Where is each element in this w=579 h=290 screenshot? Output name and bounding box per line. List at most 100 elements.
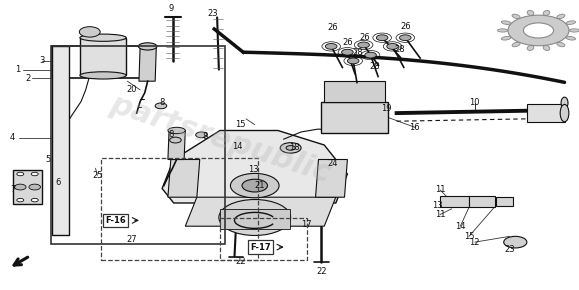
- Text: 20: 20: [127, 85, 137, 95]
- Text: 25: 25: [92, 171, 102, 180]
- Circle shape: [280, 143, 301, 153]
- Text: 17: 17: [302, 220, 312, 229]
- Polygon shape: [321, 102, 388, 133]
- Text: 8: 8: [168, 130, 174, 139]
- Circle shape: [31, 172, 38, 176]
- Text: F-16: F-16: [105, 216, 126, 225]
- Text: 22: 22: [316, 267, 327, 276]
- Ellipse shape: [501, 21, 511, 24]
- Polygon shape: [527, 104, 565, 122]
- Circle shape: [325, 44, 337, 49]
- Circle shape: [170, 137, 181, 143]
- Ellipse shape: [569, 29, 579, 32]
- Bar: [469, 196, 495, 207]
- Text: 21: 21: [254, 181, 265, 190]
- Circle shape: [504, 236, 527, 248]
- Ellipse shape: [561, 97, 568, 109]
- Text: 12: 12: [470, 238, 480, 247]
- Ellipse shape: [560, 104, 569, 122]
- Circle shape: [242, 179, 267, 192]
- Text: 15: 15: [235, 120, 245, 129]
- Text: 26: 26: [360, 33, 370, 42]
- Text: 15: 15: [464, 232, 474, 241]
- Circle shape: [79, 27, 100, 37]
- Text: 24: 24: [328, 159, 338, 168]
- Text: 7: 7: [10, 185, 16, 195]
- Bar: [51, 46, 225, 244]
- Polygon shape: [168, 160, 200, 197]
- Bar: [440, 196, 469, 207]
- Circle shape: [347, 58, 359, 64]
- Text: 18: 18: [289, 143, 299, 153]
- Text: 28: 28: [353, 48, 363, 57]
- Circle shape: [17, 198, 24, 202]
- Text: 9: 9: [168, 4, 174, 13]
- Text: 11: 11: [435, 210, 445, 219]
- Ellipse shape: [527, 10, 534, 15]
- Circle shape: [400, 35, 411, 41]
- Circle shape: [508, 15, 569, 46]
- Ellipse shape: [527, 46, 534, 50]
- Circle shape: [31, 198, 38, 202]
- Polygon shape: [185, 197, 336, 226]
- Ellipse shape: [557, 14, 565, 19]
- Ellipse shape: [543, 10, 550, 15]
- Text: 6: 6: [55, 178, 61, 187]
- Text: 11: 11: [435, 185, 445, 195]
- Polygon shape: [220, 209, 290, 229]
- Polygon shape: [139, 46, 156, 81]
- Ellipse shape: [566, 37, 576, 40]
- Ellipse shape: [501, 37, 511, 40]
- Polygon shape: [324, 81, 385, 101]
- Circle shape: [387, 44, 398, 49]
- Circle shape: [155, 103, 167, 109]
- Text: F-17: F-17: [250, 242, 271, 252]
- Text: 23: 23: [504, 245, 515, 254]
- Text: 27: 27: [127, 235, 137, 244]
- Text: 13: 13: [432, 201, 442, 211]
- Ellipse shape: [497, 29, 508, 32]
- Ellipse shape: [138, 43, 157, 50]
- Circle shape: [376, 35, 388, 41]
- Circle shape: [286, 146, 295, 150]
- Text: 3: 3: [39, 56, 45, 66]
- Ellipse shape: [512, 14, 520, 19]
- Polygon shape: [316, 160, 347, 197]
- Polygon shape: [80, 38, 126, 75]
- Bar: [496, 197, 513, 206]
- Ellipse shape: [512, 42, 520, 47]
- Ellipse shape: [557, 42, 565, 47]
- Circle shape: [14, 184, 26, 190]
- Text: 13: 13: [248, 165, 259, 174]
- Text: 28: 28: [370, 62, 380, 71]
- Ellipse shape: [168, 127, 185, 134]
- Circle shape: [230, 173, 279, 198]
- Text: 26: 26: [328, 23, 338, 32]
- Text: 26: 26: [342, 37, 353, 47]
- Polygon shape: [52, 46, 69, 235]
- Text: 4: 4: [10, 133, 16, 142]
- Text: 19: 19: [382, 104, 392, 113]
- Polygon shape: [13, 170, 42, 204]
- Polygon shape: [162, 130, 347, 203]
- Bar: [220, 218, 307, 260]
- Ellipse shape: [80, 72, 126, 79]
- Circle shape: [29, 184, 41, 190]
- Text: 8: 8: [203, 132, 208, 141]
- Text: 14: 14: [232, 142, 243, 151]
- Circle shape: [17, 172, 24, 176]
- Circle shape: [196, 132, 207, 138]
- Circle shape: [342, 49, 353, 55]
- Ellipse shape: [543, 46, 550, 50]
- Ellipse shape: [80, 34, 126, 41]
- Text: 23: 23: [208, 8, 218, 18]
- Circle shape: [358, 42, 369, 48]
- Circle shape: [219, 200, 291, 235]
- Text: 14: 14: [455, 222, 466, 231]
- Circle shape: [523, 23, 554, 38]
- Text: 5: 5: [45, 155, 51, 164]
- Text: 16: 16: [409, 123, 419, 132]
- Text: 1: 1: [14, 65, 20, 74]
- Text: 8: 8: [159, 98, 165, 108]
- Bar: [101, 158, 258, 260]
